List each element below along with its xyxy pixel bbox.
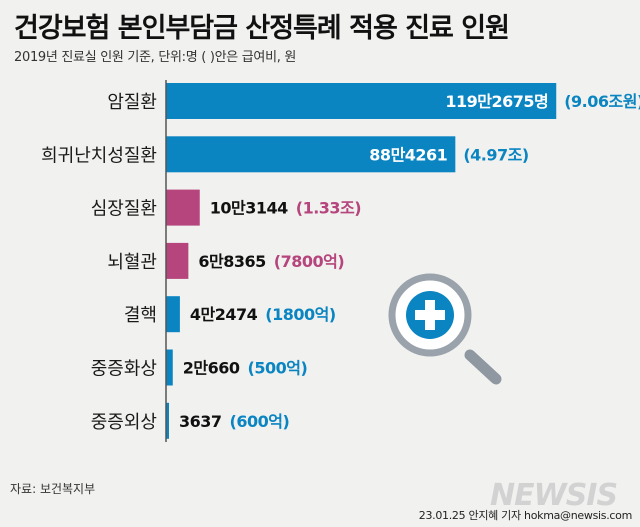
spending-label: (500억) xyxy=(248,359,308,378)
source-note: 자료: 보건복지부 xyxy=(10,482,96,496)
category-label: 중증화상 xyxy=(91,359,157,380)
bar xyxy=(166,83,557,119)
bar xyxy=(166,189,200,226)
category-label: 뇌혈관 xyxy=(107,252,157,273)
value-label: 6만8365 xyxy=(198,252,266,271)
spending-label: (600억) xyxy=(230,412,290,431)
category-label: 암질환 xyxy=(107,92,157,113)
bar xyxy=(166,402,169,439)
bar xyxy=(166,349,173,386)
spending-label: (4.97조) xyxy=(463,145,528,164)
value-label: 3637 xyxy=(179,412,222,431)
spending-label: (1800억) xyxy=(265,305,335,324)
value-label: 10만3144 xyxy=(210,199,288,218)
credit-line: 23.01.25 안지혜 기자 hokma@newsis.com xyxy=(418,509,633,522)
magnifier-medical-cross-icon xyxy=(388,273,502,385)
newsis-watermark-logo: NEWSIS xyxy=(490,478,618,513)
bar xyxy=(166,296,180,333)
spending-label: (1.33조) xyxy=(296,199,361,218)
value-label: 4만2474 xyxy=(190,305,258,324)
spending-label: (7800억) xyxy=(274,252,344,271)
bar xyxy=(166,136,456,173)
value-label: 2만660 xyxy=(183,359,240,378)
category-label: 중증외상 xyxy=(91,412,157,433)
category-label: 심장질환 xyxy=(91,199,157,220)
value-label: 88만4261 xyxy=(369,145,447,164)
category-label: 희귀난치성질환 xyxy=(41,145,157,166)
value-label: 119만2675명 xyxy=(445,92,548,111)
chart-title: 건강보험 본인부담금 산정특례 적용 진료 인원 xyxy=(14,13,510,44)
category-label: 결핵 xyxy=(124,305,157,326)
spending-label: (9.06조원) xyxy=(564,92,640,111)
bar xyxy=(166,242,189,279)
chart-subtitle: 2019년 진료실 인원 기준, 단위:명 ( )안은 급여비, 원 xyxy=(14,50,297,65)
